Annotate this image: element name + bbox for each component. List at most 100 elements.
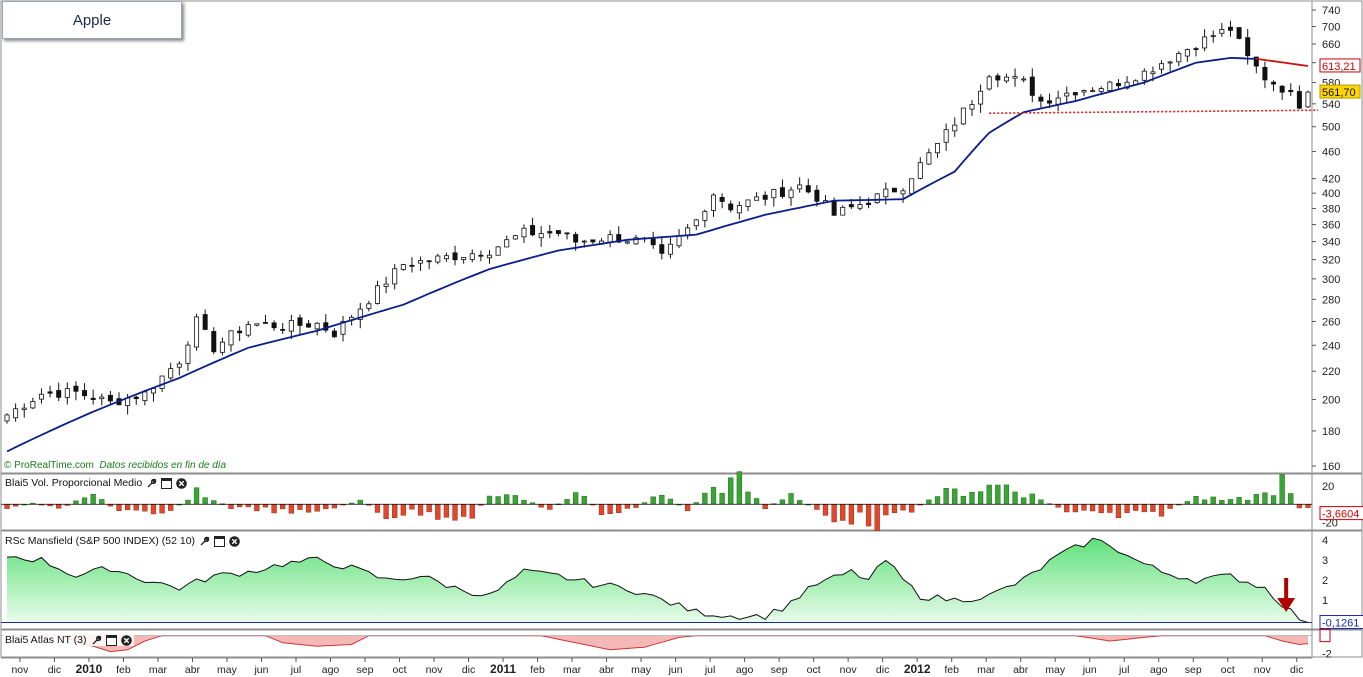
candle: [1176, 53, 1182, 63]
volume-bar: [900, 504, 906, 511]
x-tick-label: sep: [357, 664, 374, 676]
window-icon[interactable]: [214, 535, 226, 547]
candle: [926, 152, 932, 165]
volume-bar: [831, 504, 837, 523]
price-panel[interactable]: [4, 20, 1319, 453]
volume-bar: [926, 499, 932, 505]
x-tick-label: mar: [149, 664, 168, 676]
volume-panel[interactable]: [1, 471, 1312, 532]
candle: [1038, 96, 1044, 102]
ma-value-label: 613,21: [1322, 61, 1356, 73]
volume-bar: [840, 504, 846, 521]
volume-bar: [469, 504, 475, 519]
volume-bar: [685, 504, 691, 512]
volume-bar: [314, 504, 320, 512]
volume-bar: [762, 504, 768, 510]
volume-tick-label: -20: [1322, 517, 1338, 529]
volume-bar: [547, 504, 553, 510]
volume-bar: [1219, 500, 1225, 505]
volume-bar: [1270, 495, 1277, 505]
candle: [99, 396, 105, 400]
candle: [538, 233, 544, 239]
candle: [1098, 88, 1104, 92]
candle: [581, 240, 587, 243]
price-tick-label: 500: [1322, 122, 1340, 134]
candle: [288, 320, 294, 332]
volume-bar: [1227, 499, 1234, 505]
volume-bar: [150, 504, 157, 515]
volume-bar: [56, 504, 62, 509]
price-tick-label: 200: [1322, 395, 1340, 407]
x-tick-label: 2012: [904, 662, 931, 676]
price-tick-label: 700: [1322, 22, 1340, 34]
volume-bar: [1098, 504, 1104, 514]
volume-bar: [1296, 504, 1303, 509]
wrench-icon[interactable]: [91, 635, 102, 646]
window-icon[interactable]: [105, 634, 117, 646]
volume-bar: [779, 499, 786, 505]
x-tick-label: may: [631, 664, 652, 676]
volume-bar: [168, 504, 174, 511]
rs-tick-label: 1: [1322, 595, 1328, 607]
close-icon[interactable]: [176, 477, 187, 489]
candle: [1064, 92, 1070, 97]
close-icon[interactable]: [229, 535, 240, 547]
volume-bar: [753, 498, 760, 505]
volume-bar: [719, 492, 725, 505]
volume-bar: [228, 504, 234, 510]
volume-bar: [883, 504, 889, 516]
close-icon[interactable]: [120, 634, 132, 646]
volume-bar: [323, 504, 329, 510]
volume-bar: [271, 504, 277, 514]
x-tick-label: nov: [840, 664, 858, 676]
price-tick-label: 740: [1322, 5, 1340, 17]
window-icon[interactable]: [161, 477, 173, 489]
price-tick-label: 160: [1322, 461, 1340, 473]
candle: [1090, 90, 1096, 92]
volume-bar: [357, 499, 363, 505]
x-tick-label: ago: [736, 664, 754, 676]
x-tick-label: abr: [599, 664, 615, 676]
price-tick-label: 180: [1322, 426, 1340, 438]
rs-tick-label: 4: [1322, 535, 1328, 547]
wrench-icon[interactable]: [146, 478, 157, 489]
volume-bar: [874, 504, 880, 532]
candle: [960, 107, 966, 125]
panel-frame-1: [0, 473, 1363, 531]
volume-bar: [1279, 474, 1285, 505]
candle: [219, 341, 225, 353]
candle: [555, 230, 561, 234]
wrench-icon[interactable]: [199, 536, 210, 547]
volume-bar: [124, 504, 131, 511]
candle: [840, 206, 846, 216]
volume-bar: [1150, 504, 1156, 512]
rs-mansfield-panel[interactable]: [1, 537, 1312, 624]
candle: [779, 187, 785, 197]
volume-bar: [1038, 499, 1044, 505]
volume-bar: [1236, 497, 1242, 505]
volume-bar: [133, 504, 139, 511]
volume-bar: [960, 495, 967, 505]
x-tick-label: jul: [290, 664, 302, 676]
x-tick-label: nov: [426, 664, 444, 676]
candle: [969, 104, 975, 110]
volume-bar: [650, 496, 656, 505]
price-tick-label: 460: [1322, 147, 1340, 159]
x-tick-label: dic: [462, 664, 475, 676]
candle: [1202, 36, 1208, 49]
rs-line: [6, 537, 1309, 623]
volume-bar: [202, 497, 208, 505]
candle: [262, 322, 268, 324]
candle: [30, 401, 36, 409]
source-note: Datos recibidos en fin de día: [99, 460, 227, 471]
volume-bar: [426, 504, 432, 513]
candle: [469, 253, 475, 260]
candle: [1279, 85, 1285, 93]
atlas-panel-label: Blai5 Atlas NT (3): [5, 634, 87, 646]
candle: [426, 260, 432, 263]
volume-bar: [254, 504, 260, 512]
price-tick-label: 380: [1322, 203, 1340, 215]
atlas-panel[interactable]: [1, 635, 1312, 653]
price-tick-label: 260: [1322, 316, 1340, 328]
